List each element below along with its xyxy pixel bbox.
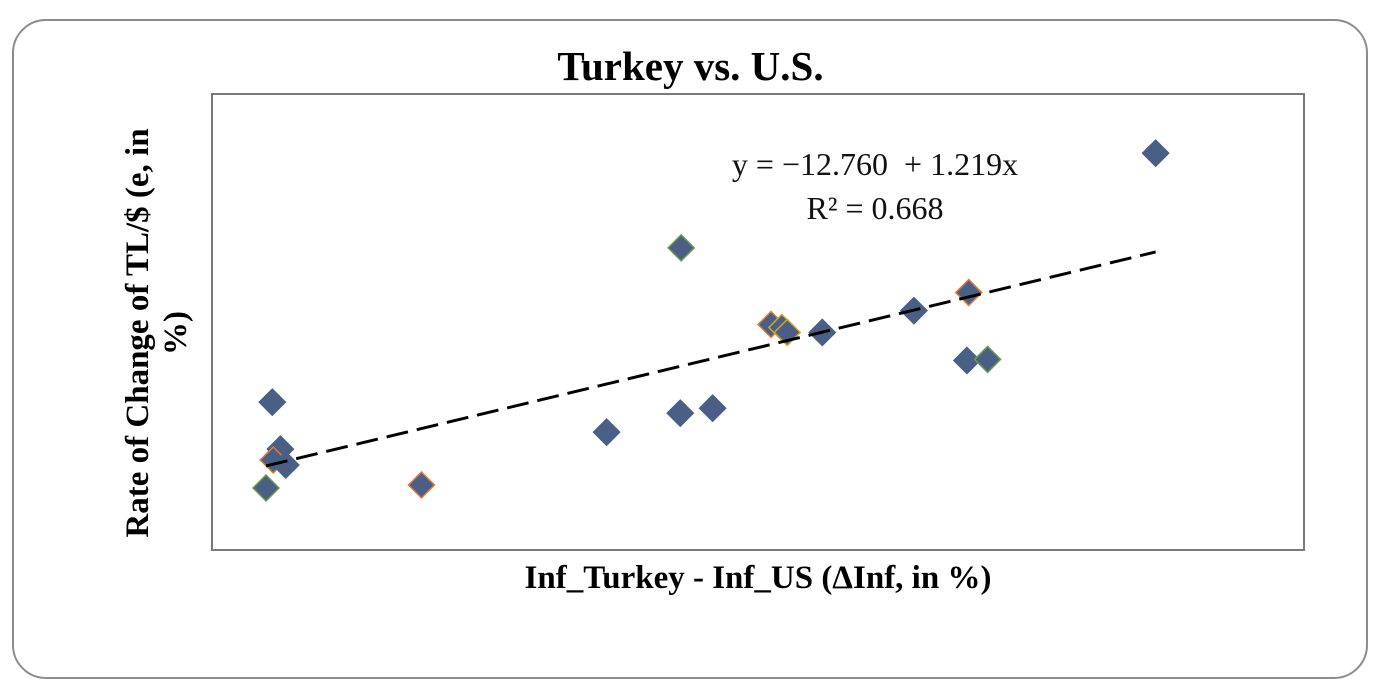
regression-equation: y = −12.760 + 1.219x [731, 146, 1019, 182]
trendline-equation: y = −12.760 + 1.219x R² = 0.668 [690, 142, 1060, 230]
trendline [265, 250, 1156, 468]
x-axis-label: Inf_Turkey - Inf_US (ΔInf, in %) [524, 560, 992, 596]
data-point [973, 345, 1002, 374]
scatter-layer [251, 139, 1170, 503]
r-squared: R² = 0.668 [806, 190, 944, 226]
y-axis-label: Rate of Change of TL/$ (e, in %) [120, 128, 194, 538]
data-point [258, 388, 287, 417]
data-point [251, 473, 281, 503]
data-point [666, 399, 695, 428]
data-point [952, 346, 981, 375]
plot-area [211, 93, 1305, 551]
data-point [407, 470, 436, 500]
data-point [271, 450, 300, 479]
data-point [592, 418, 621, 447]
data-point [1141, 139, 1170, 168]
data-point [667, 233, 696, 262]
chart-title: Turkey vs. U.S. [557, 43, 824, 89]
data-point [954, 278, 983, 307]
data-point [698, 394, 727, 423]
